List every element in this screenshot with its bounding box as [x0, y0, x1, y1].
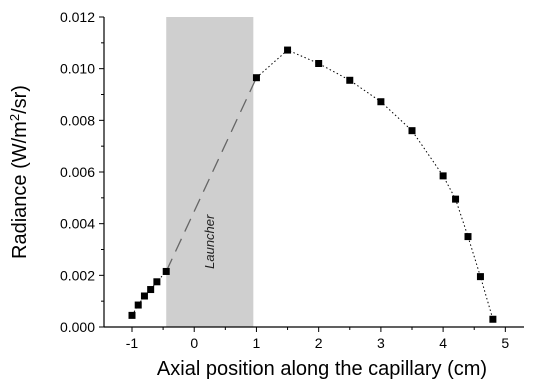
x-tick-label-6: 5 — [501, 335, 509, 351]
x-axis-ticks: -1 0 1 2 3 4 5 — [126, 327, 509, 351]
data-point-6 — [252, 74, 260, 82]
data-point-16 — [489, 315, 497, 323]
y-axis-title-sup: 2 — [7, 114, 22, 121]
data-point-13 — [452, 195, 460, 203]
y-tick-label-2: 0.004 — [60, 216, 95, 232]
x-tick-label-3: 2 — [315, 335, 323, 351]
x-tick-label-2: 1 — [253, 335, 261, 351]
y-tick-label-0: 0.000 — [60, 319, 95, 335]
data-point-2 — [140, 292, 148, 300]
data-point-11 — [408, 127, 416, 135]
dotted-line-right — [256, 49, 494, 320]
data-point-12 — [439, 172, 447, 180]
x-tick-label-0: -1 — [126, 335, 139, 351]
launcher-label: Launcher — [202, 214, 217, 269]
x-tick-label-1: 0 — [190, 335, 198, 351]
y-axis-title-post: /sr) — [9, 85, 31, 114]
data-point-0 — [128, 311, 136, 319]
y-tick-label-6: 0.012 — [60, 9, 95, 25]
data-point-8 — [315, 60, 323, 67]
data-point-3 — [147, 286, 155, 294]
launcher-region — [166, 17, 254, 327]
x-tick-label-4: 3 — [377, 335, 385, 351]
launcher-region-layer — [166, 17, 254, 327]
data-point-1 — [134, 301, 142, 309]
x-axis-title: Axial position along the capillary (cm) — [157, 358, 487, 380]
y-tick-label-5: 0.010 — [60, 61, 95, 77]
y-axis-title-pre: Radiance (W/m — [9, 121, 31, 259]
data-point-10 — [377, 98, 385, 106]
y-tick-label-3: 0.006 — [60, 164, 95, 180]
data-point-4 — [153, 278, 161, 286]
data-point-15 — [476, 273, 484, 281]
x-tick-label-5: 4 — [439, 335, 447, 351]
data-point-14 — [464, 233, 472, 241]
data-point-5 — [162, 267, 170, 275]
y-axis-ticks: 0.000 0.002 0.004 0.006 0.008 0.010 0.012 — [60, 9, 104, 335]
y-axis-title: Radiance (W/m2/sr) — [7, 85, 32, 259]
data-point-7 — [284, 46, 292, 54]
data-point-9 — [346, 76, 354, 84]
dashed-line-launcher — [165, 77, 258, 272]
data-points — [128, 46, 497, 323]
dotted-line-left — [131, 271, 167, 316]
y-tick-label-1: 0.002 — [60, 267, 95, 283]
y-tick-label-4: 0.008 — [60, 112, 95, 128]
